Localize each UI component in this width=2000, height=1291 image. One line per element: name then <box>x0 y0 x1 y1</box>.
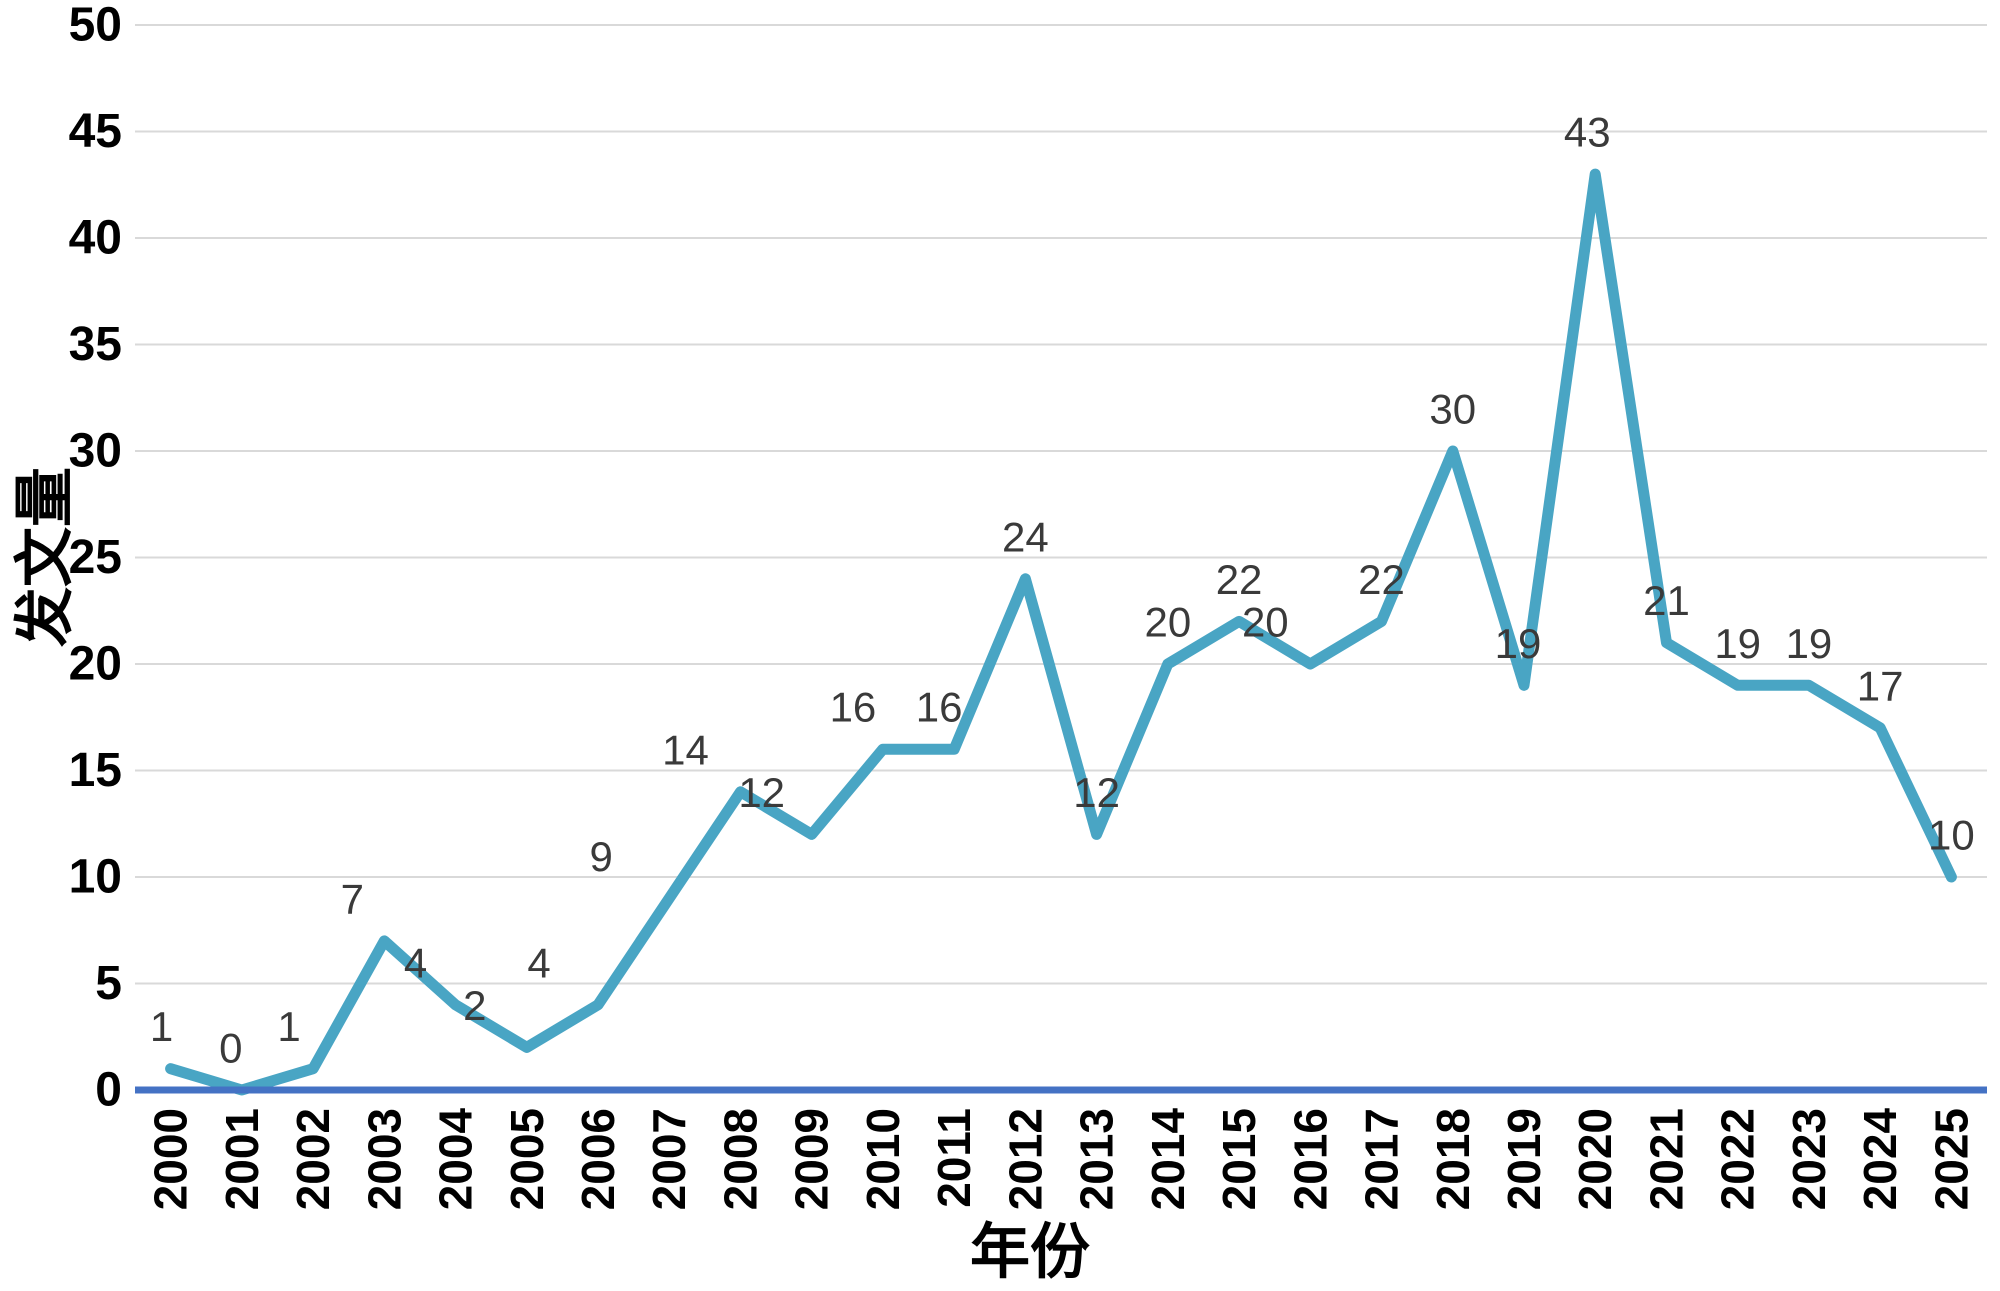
x-tick-label: 2010 <box>857 1108 909 1210</box>
data-label: 20 <box>1144 599 1191 646</box>
y-tick-label: 15 <box>69 744 122 797</box>
data-label: 16 <box>916 684 963 731</box>
data-label: 19 <box>1786 620 1833 667</box>
data-label: 43 <box>1564 109 1611 156</box>
y-tick-label: 25 <box>69 531 122 584</box>
x-tick-label: 2005 <box>501 1108 553 1210</box>
data-label: 22 <box>1216 556 1263 603</box>
y-tick-label: 50 <box>69 0 122 52</box>
data-label: 10 <box>1928 812 1975 859</box>
x-tick-label: 2001 <box>216 1108 268 1210</box>
x-tick-label: 2025 <box>1925 1108 1977 1210</box>
data-label: 12 <box>738 769 785 816</box>
x-tick-label: 2002 <box>287 1108 339 1210</box>
y-tick-label: 40 <box>69 212 122 265</box>
data-label: 1 <box>277 1003 300 1050</box>
data-label: 21 <box>1643 577 1690 624</box>
x-tick-label: 2022 <box>1712 1108 1764 1210</box>
series-line <box>165 168 1957 1096</box>
data-label: 19 <box>1714 620 1761 667</box>
data-label: 1 <box>150 1003 173 1050</box>
x-tick-label: 2004 <box>430 1108 482 1211</box>
x-tick-label: 2011 <box>928 1108 980 1208</box>
x-tick-label: 2000 <box>145 1108 197 1210</box>
data-label: 2 <box>463 982 486 1029</box>
data-label: 17 <box>1857 662 1904 709</box>
x-tick-label: 2020 <box>1569 1108 1621 1210</box>
gridlines-group <box>135 24 1987 985</box>
y-tick-label: 30 <box>69 425 122 478</box>
y-tick-label: 20 <box>69 638 122 691</box>
data-label: 9 <box>590 833 613 880</box>
x-tick-label: 2023 <box>1783 1108 1835 1210</box>
x-tick-label: 2021 <box>1640 1108 1692 1210</box>
x-tick-label: 2012 <box>999 1108 1051 1210</box>
data-label: 12 <box>1073 769 1120 816</box>
x-tick-label: 2008 <box>714 1108 766 1210</box>
x-axis-tick-labels: 2000 2001 2002 2003 2004 2005 2006 2007 2008 2009… <box>145 1108 1978 1211</box>
x-tick-label: 2014 <box>1142 1108 1194 1211</box>
y-tick-label: 45 <box>69 105 122 158</box>
x-tick-label: 2006 <box>572 1108 624 1210</box>
data-label: 20 <box>1242 599 1289 646</box>
data-label: 4 <box>527 939 550 986</box>
y-tick-label: 0 <box>95 1064 122 1117</box>
x-axis-title: 年份 <box>970 1219 1090 1286</box>
data-label: 24 <box>1002 513 1049 560</box>
data-label: 30 <box>1429 386 1476 433</box>
y-axis-tick-labels: 0 5 10 15 20 25 30 35 40 45 50 <box>69 0 122 1117</box>
data-label: 22 <box>1358 556 1405 603</box>
data-label: 0 <box>219 1025 242 1072</box>
x-tick-label: 2024 <box>1854 1108 1906 1211</box>
series-group <box>165 168 1957 1096</box>
data-label: 14 <box>662 726 709 773</box>
y-tick-label: 5 <box>95 957 122 1010</box>
y-axis-title: 发文量 <box>12 467 79 647</box>
y-tick-label: 10 <box>69 851 122 904</box>
x-tick-label: 2018 <box>1427 1108 1479 1210</box>
x-tick-label: 2009 <box>786 1108 838 1210</box>
data-label: 4 <box>404 939 427 986</box>
x-tick-label: 2013 <box>1071 1108 1123 1210</box>
data-label: 16 <box>830 684 877 731</box>
data-label: 7 <box>341 875 364 922</box>
x-tick-label: 2016 <box>1284 1108 1336 1210</box>
y-tick-label: 35 <box>69 318 122 371</box>
x-tick-label: 2007 <box>643 1108 695 1210</box>
data-label: 19 <box>1495 620 1542 667</box>
x-tick-label: 2017 <box>1356 1108 1408 1210</box>
x-tick-label: 2019 <box>1498 1108 1550 1210</box>
x-tick-label: 2003 <box>358 1108 410 1210</box>
x-tick-label: 2015 <box>1213 1108 1265 1210</box>
